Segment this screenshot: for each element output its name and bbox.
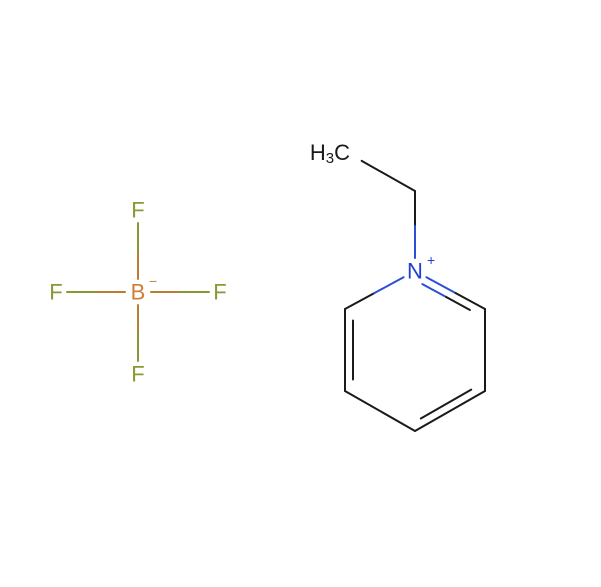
boron-atom-label: B (131, 280, 146, 305)
fluorine-atom-label: F (49, 280, 62, 305)
fluorine-atom-label: F (131, 362, 144, 387)
chemical-structure-svg: B F F F F − N+ H3C (0, 0, 601, 587)
molecule-diagram: B F F F F − N+ H3C (0, 0, 601, 587)
fluorine-atom-label: F (131, 198, 144, 223)
ethylpyridinium-cation: N+ H3C (310, 140, 485, 432)
boron-negative-charge: − (149, 273, 157, 289)
methyl-group-label: H3C (310, 140, 350, 167)
nitrogen-positive-charge: + (427, 252, 435, 268)
nitrogen-atom-label: N (407, 259, 423, 284)
fluorine-atom-label: F (213, 280, 226, 305)
tetrafluoroborate-anion: B F F F F − (49, 198, 226, 387)
